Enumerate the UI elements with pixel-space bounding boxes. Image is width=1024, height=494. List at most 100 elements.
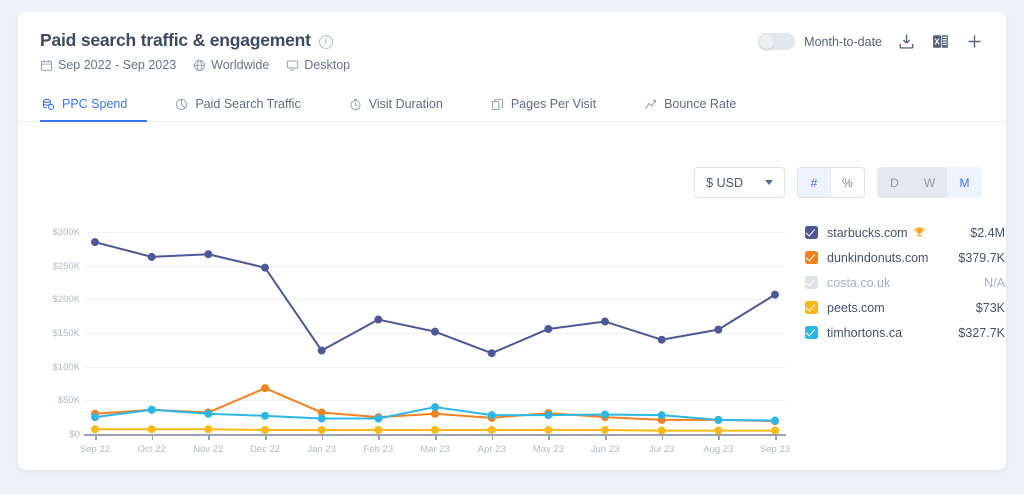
series-point[interactable] (771, 416, 779, 425)
series-point[interactable] (601, 317, 609, 326)
legend-value: $73K (975, 300, 1005, 315)
download-icon[interactable] (897, 32, 916, 51)
legend-checkbox[interactable] (805, 251, 818, 264)
x-axis-tick-mark (661, 435, 664, 440)
tab-pages-per-visit[interactable]: Pages Per Visit (489, 97, 616, 122)
series-point[interactable] (431, 409, 439, 418)
legend-name-wrap: starbucks.com (827, 226, 970, 240)
granularity-week[interactable]: W (923, 175, 936, 190)
legend-row[interactable]: starbucks.com $2.4M (805, 220, 1005, 245)
number-mode-absolute[interactable]: # (798, 168, 831, 197)
legend-name-wrap: timhortons.ca (827, 326, 958, 340)
granularity-day[interactable]: D (890, 175, 899, 190)
x-axis-tick-label: Sep 22 (79, 444, 111, 455)
series-point[interactable] (147, 425, 156, 434)
series-point[interactable] (204, 250, 213, 259)
series-point[interactable] (374, 414, 383, 423)
series-point[interactable] (487, 411, 496, 420)
gridline (84, 366, 786, 368)
gridline (84, 232, 786, 233)
series-point[interactable] (431, 425, 439, 434)
series-point[interactable] (261, 425, 269, 434)
tab-visit-duration[interactable]: Visit Duration (347, 97, 463, 122)
series-point[interactable] (91, 413, 99, 422)
series-point[interactable] (771, 290, 779, 299)
x-axis-tick-label: Sep 23 (759, 444, 791, 455)
excel-export-icon[interactable]: X (931, 32, 950, 51)
clock-icon (349, 98, 362, 111)
series-point[interactable] (374, 425, 383, 434)
legend-checkbox[interactable] (805, 276, 818, 289)
y-axis-tick-label: $0 (69, 429, 80, 440)
tab-bounce-rate[interactable]: Bounce Rate (642, 97, 756, 122)
series-point[interactable] (261, 263, 269, 272)
meta-date-range[interactable]: Sep 2022 - Sep 2023 (40, 58, 176, 72)
series-point[interactable] (91, 238, 99, 247)
legend-row[interactable]: costa.co.uk N/A (805, 270, 1005, 295)
series-point[interactable] (317, 425, 326, 434)
pages-icon (491, 98, 504, 111)
series-point[interactable] (261, 411, 269, 420)
tab-paid-search-traffic[interactable]: Paid Search Traffic (173, 97, 320, 122)
series-point[interactable] (601, 425, 609, 434)
series-point[interactable] (317, 414, 326, 423)
tab-ppc-spend[interactable]: PPC Spend (40, 97, 148, 122)
series-point[interactable] (771, 426, 779, 435)
x-axis-tick-label: Oct 22 (137, 444, 166, 455)
series-point[interactable] (544, 425, 553, 434)
legend-checkbox[interactable] (805, 226, 818, 239)
month-to-date-toggle-wrap[interactable]: Month-to-date (758, 33, 882, 50)
svg-text:X: X (934, 38, 940, 47)
series-point[interactable] (431, 403, 439, 412)
plus-icon[interactable] (965, 32, 984, 51)
series-point[interactable] (317, 408, 326, 417)
legend-row[interactable]: timhortons.ca $327.7K (805, 320, 1005, 345)
series-point[interactable] (714, 415, 723, 424)
series-point[interactable] (657, 411, 666, 420)
granularity-month[interactable]: M (947, 167, 982, 198)
currency-select[interactable]: $ USD (694, 167, 785, 198)
series-point[interactable] (431, 327, 439, 336)
tab-label: Paid Search Traffic (195, 97, 301, 111)
legend-row[interactable]: peets.com $73K (805, 295, 1005, 320)
tab-label: PPC Spend (62, 97, 128, 111)
number-mode-percent[interactable]: % (831, 168, 864, 197)
series-point[interactable] (714, 426, 723, 435)
x-axis-tick-label: Mar 23 (420, 444, 450, 455)
series-point[interactable] (487, 349, 496, 358)
series-point[interactable] (317, 346, 326, 355)
legend-value: $327.7K (958, 325, 1005, 340)
gridline (84, 400, 786, 402)
series-point[interactable] (601, 410, 609, 419)
series-point[interactable] (544, 411, 553, 420)
series-point[interactable] (544, 324, 553, 333)
legend-checkbox[interactable] (805, 326, 818, 339)
series-point[interactable] (657, 335, 666, 344)
series-point[interactable] (204, 409, 213, 418)
chart-area: $0 $50K $100K $150K $200K $250K $300K Sep 22 Oc… (18, 212, 1006, 462)
series-point[interactable] (147, 252, 156, 261)
currency-select-value: $ USD (706, 175, 743, 190)
report-meta: Sep 2022 - Sep 2023 Worldwide Desktop (40, 58, 984, 72)
series-point[interactable] (374, 315, 383, 324)
chart-controls: $ USD # % D W M (694, 167, 982, 198)
x-axis-tick-mark (775, 435, 777, 440)
series-point[interactable] (204, 425, 213, 434)
series-point[interactable] (714, 325, 723, 334)
month-to-date-toggle[interactable] (758, 33, 796, 50)
meta-location[interactable]: Worldwide (193, 58, 269, 72)
meta-device[interactable]: Desktop (286, 58, 350, 72)
series-point[interactable] (91, 425, 99, 434)
series-point[interactable] (657, 426, 666, 435)
header-actions: Month-to-date X (758, 32, 984, 51)
series-point[interactable] (487, 425, 496, 434)
tab-label: Bounce Rate (664, 97, 737, 111)
legend-domain-label: dunkindonuts.com (827, 250, 929, 265)
info-icon[interactable]: i (318, 34, 333, 49)
series-point[interactable] (147, 405, 156, 414)
x-axis-tick-mark (321, 435, 324, 440)
series-point[interactable] (261, 384, 269, 393)
x-axis-tick-label: Jun 23 (590, 444, 620, 455)
legend-checkbox[interactable] (805, 301, 818, 314)
legend-row[interactable]: dunkindonuts.com $379.7K (805, 245, 1005, 270)
